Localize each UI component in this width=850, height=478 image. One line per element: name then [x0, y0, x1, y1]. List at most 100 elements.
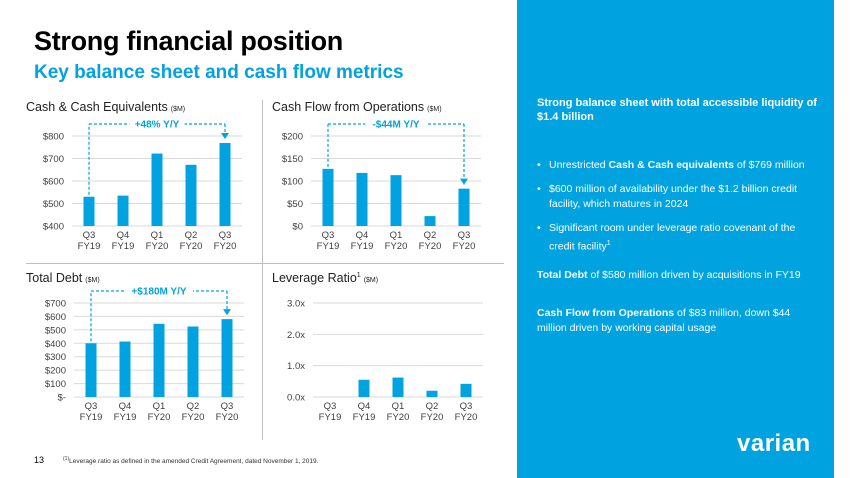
y-tick-label: $500 [43, 199, 64, 210]
x-tick-label: FY20 [387, 412, 410, 423]
y-tick-label: 3.0x [287, 299, 305, 310]
varian-logo: varian [737, 430, 811, 457]
bar [185, 164, 197, 226]
annotation-arrowhead [221, 132, 229, 139]
bullet-text: of $769 million [734, 159, 805, 171]
y-tick-label: $50 [287, 199, 303, 210]
bullet-dot: • [537, 159, 541, 171]
cash-flow-operations-chart: $0$50$100$150$200Q3FY19Q4FY19Q1FY20Q2FY2… [282, 117, 481, 252]
chart-unit: ($M) [85, 277, 100, 284]
panel-headline: Strong balance sheet with total accessib… [537, 97, 817, 123]
y-tick-label: $300 [45, 352, 66, 363]
bar [219, 142, 231, 226]
total-debt-paragraph: Total Debt of $580 million driven by acq… [537, 268, 822, 283]
bar [424, 216, 436, 226]
y-tick-label: $600 [43, 177, 64, 188]
annotation-label-bg [365, 117, 427, 129]
page-subtitle: Key balance sheet and cash flow metrics [34, 62, 404, 83]
y-tick-label: $200 [282, 132, 303, 143]
x-tick-label: Q4 [358, 401, 371, 412]
x-tick-label: Q3 [85, 401, 98, 412]
paragraph-text: of $580 million driven by acquisitions i… [587, 269, 801, 281]
bar [187, 326, 199, 397]
x-tick-label: Q3 [460, 401, 473, 412]
x-tick-label: FY20 [182, 412, 205, 423]
y-tick-label: $500 [45, 325, 66, 336]
bar [153, 323, 165, 397]
x-tick-label: FY19 [78, 241, 101, 252]
y-tick-label: $600 [45, 312, 66, 323]
bar [356, 172, 368, 226]
x-tick-label: Q4 [117, 230, 130, 241]
annotation-label-bg [129, 117, 185, 129]
page-title: Strong financial position [34, 26, 343, 56]
annotation-label-bg [125, 284, 193, 296]
bullet-bold: Cash & Cash equivalents [608, 159, 734, 171]
footnote-text: Leverage ratio as defined in the amended… [69, 458, 319, 466]
bar [85, 343, 97, 397]
annotation-arrowhead [223, 309, 231, 316]
footnote: (1)Leverage ratio as defined in the amen… [63, 456, 318, 465]
chart-title-text: Cash & Cash Equivalents [26, 100, 168, 114]
y-tick-label: 1.0x [287, 361, 305, 372]
y-tick-label: $800 [43, 132, 64, 143]
x-tick-label: FY20 [214, 241, 237, 252]
bullet-cash: • Unrestricted Cash & Cash equivalents o… [537, 158, 822, 173]
bullet-credit-facility: • $600 million of availability under the… [537, 182, 822, 212]
x-tick-label: FY20 [180, 241, 203, 252]
x-tick-label: FY19 [80, 412, 103, 423]
total-debt-chart: $-$100$200$300$400$500$600$700Q3FY19Q4FY… [45, 284, 244, 423]
x-tick-label: FY19 [114, 412, 137, 423]
bullet-text: Unrestricted [549, 159, 609, 171]
bullet-dot: • [537, 183, 541, 195]
chart-title-leverage: Leverage Ratio1($M) [272, 271, 378, 285]
y-tick-label: 0.0x [287, 393, 305, 404]
x-tick-label: Q3 [322, 230, 335, 241]
chart-title-cfo: Cash Flow from Operations ($M) [272, 100, 442, 114]
x-tick-label: FY20 [146, 241, 169, 252]
chart-title-text: Leverage Ratio [272, 271, 357, 285]
x-tick-label: FY19 [112, 241, 135, 252]
annotation-label: -$44M Y/Y [372, 120, 419, 131]
bullet-dot: • [537, 222, 541, 234]
chart-title-text: Cash Flow from Operations [272, 100, 425, 114]
x-tick-label: Q2 [426, 401, 439, 412]
bar [151, 153, 163, 226]
chart-title-text: Total Debt [26, 271, 83, 285]
x-tick-label: Q3 [219, 230, 232, 241]
x-tick-label: Q3 [324, 401, 337, 412]
bullet-text: Significant room under leverage ratio co… [549, 222, 796, 253]
summary-bullets: • Unrestricted Cash & Cash equivalents o… [537, 158, 822, 264]
y-tick-label: $100 [282, 177, 303, 188]
bullet-text: $600 million of availability under the $… [549, 183, 798, 210]
bar [358, 379, 370, 397]
y-tick-label: $- [58, 393, 66, 404]
chart-unit: ($M) [363, 277, 379, 284]
annotation-label: +48% Y/Y [135, 120, 180, 131]
paragraph-bold: Cash Flow from Operations [537, 307, 675, 319]
y-tick-label: $0 [292, 222, 303, 233]
bar [221, 319, 233, 397]
y-tick-label: $100 [45, 379, 66, 390]
bar [117, 195, 129, 226]
chart-unit: ($M) [427, 106, 442, 113]
bullet-sup: 1 [606, 240, 611, 247]
y-tick-label: $200 [45, 366, 66, 377]
chart-title-debt: Total Debt ($M) [26, 271, 100, 285]
bar [322, 168, 334, 226]
bar [390, 175, 402, 226]
x-tick-label: FY20 [216, 412, 239, 423]
bar [392, 377, 404, 397]
x-tick-label: Q4 [119, 401, 132, 412]
x-tick-label: FY20 [148, 412, 171, 423]
y-tick-label: $400 [43, 222, 64, 233]
footnote-marker: (1) [63, 456, 70, 462]
x-tick-label: FY20 [419, 241, 442, 252]
y-tick-label: $700 [43, 154, 64, 165]
cfo-paragraph: Cash Flow from Operations of $83 million… [537, 306, 822, 336]
y-tick-label: $150 [282, 154, 303, 165]
page-number: 13 [34, 455, 45, 465]
x-tick-label: FY19 [351, 241, 374, 252]
x-tick-label: Q2 [185, 230, 198, 241]
x-tick-label: FY20 [385, 241, 408, 252]
